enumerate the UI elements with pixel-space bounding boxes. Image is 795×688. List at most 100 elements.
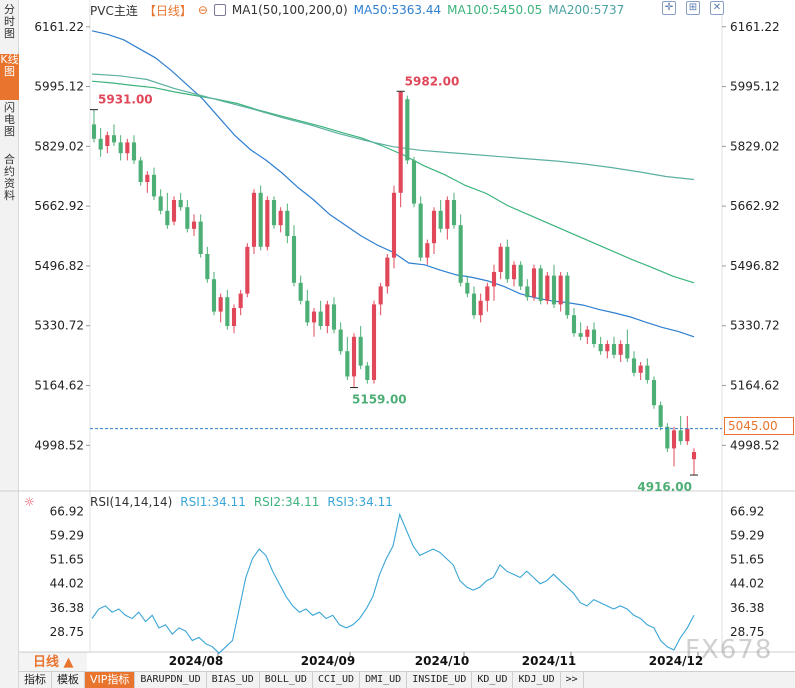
candle-body [665,426,670,449]
rsi-label-right: 28.75 [730,625,764,639]
candle-body [205,254,210,280]
rsi2-value: RSI2:34.11 [253,495,320,509]
candle-body [245,246,250,294]
period-button[interactable]: 日线 ▲ [19,652,87,671]
current-price-tag: 5045.00 [724,417,794,435]
candle-body [265,200,270,247]
indicator-tab-1[interactable]: 模板 [52,672,85,688]
price-label-right: 5330.72 [730,319,780,333]
indicator-tab-10[interactable]: KDJ_UD [513,672,561,688]
candle-body [371,304,377,380]
candle-body [151,174,157,197]
tab-contract-info[interactable]: 合约资料 [4,153,15,202]
settings-icon[interactable]: ⊖ [197,3,208,17]
candle-body [558,275,563,305]
candle-body [571,315,577,334]
tab-time-share[interactable]: 分时图 [4,3,15,40]
candle-body [105,135,110,146]
extreme-label: 4916.00 [637,480,692,494]
indicator-tab-5[interactable]: BOLL_UD [260,672,313,688]
candle-body [185,207,190,229]
indicator-tab-2[interactable]: VIP指标 [85,672,136,688]
indicator-chart-icon[interactable] [213,4,226,16]
candle-body [451,200,457,226]
indicator-tab-3[interactable]: BARUPDN_UD [135,672,207,688]
candle-body [485,286,490,301]
rsi-label-left: 36.38 [50,601,84,615]
candle-body [671,430,677,449]
candle-body [471,293,477,316]
close-icon[interactable]: ✕ [710,1,724,15]
indicator-tab-6[interactable]: CCI_UD [313,672,361,688]
candle-body [238,293,243,308]
indicator-tab-0[interactable]: 指标 [19,672,52,688]
candle-body [251,192,257,247]
candle-body [378,286,383,305]
candle-body [318,311,323,326]
candle-body [178,200,183,208]
candle-body [498,246,503,272]
candle-body [531,268,537,298]
indicator-tab-4[interactable]: BIAS_UD [207,672,260,688]
candle-body [358,336,363,366]
rsi-settings-icon[interactable]: ☼ [24,495,35,509]
candle-body [411,160,417,204]
price-label-right: 5829.02 [730,139,780,153]
indicator-tab-7[interactable]: DMI_UD [360,672,408,688]
rsi1-value: RSI1:34.11 [180,495,246,509]
candle-body [291,236,297,283]
price-label-left: 5662.92 [34,199,84,213]
price-label-left: 5995.12 [34,80,84,94]
candle-body [398,92,403,193]
price-label-right: 5995.12 [730,80,780,94]
candle-body [191,221,197,229]
candle-body [458,225,463,283]
candle-body [331,304,337,330]
rsi-header: RSI(14,14,14) RSI1:34.11 RSI2:34.11 RSI3… [90,495,393,509]
candle-body [305,300,310,323]
candle-body [345,351,350,377]
rsi-label-left: 44.02 [50,577,84,591]
candle-body [591,329,597,344]
candle-body [565,275,570,316]
candle-body [278,210,283,226]
indicator-tab-bar: 指标 模板 VIP指标 BARUPDN_UD BIAS_UD BOLL_UD CCI_UD D… [19,671,795,688]
indicator-tab-9[interactable]: KD_UD [472,672,514,688]
candle-body [605,344,610,352]
candle-body [545,275,550,301]
candle-body [218,297,223,312]
ma200-value: MA200:5737 [548,3,625,17]
period-tag: 【日线】 [143,3,192,18]
candle-body [211,279,217,312]
indicator-tab-8[interactable]: INSIDE_UD [407,672,473,688]
candle-body [445,200,450,229]
candle-body [505,246,510,280]
candle-body [611,344,617,355]
candle-body [551,275,557,305]
rsi-line [91,512,695,654]
candle-body [271,200,277,226]
zoom-in-icon[interactable]: ⊞ [686,1,700,15]
crosshair-icon[interactable]: ✛ [662,1,676,15]
price-label-left: 5496.82 [34,259,84,273]
date-label: 2024/09 [301,654,355,668]
tab-flash[interactable]: 闪电图 [4,101,15,138]
extreme-label: 5159.00 [352,393,407,407]
candle-body [658,405,663,427]
candle-body [438,210,443,229]
candle-body [518,264,523,287]
tab-kline[interactable]: K线图 [0,54,19,100]
indicator-tab-11[interactable]: >> [561,672,584,688]
rsi-label-left: 59.29 [50,529,84,543]
symbol-name: PVC主连 [90,3,138,18]
rsi-label-left: 66.92 [50,505,84,519]
candle-body [391,192,397,258]
candle-body [651,380,657,406]
rsi-label-right: 51.65 [730,553,764,567]
candle-body [131,142,137,161]
candle-body [285,210,290,236]
price-label-right: 5662.92 [730,199,780,213]
price-label-left: 4998.52 [34,438,84,452]
